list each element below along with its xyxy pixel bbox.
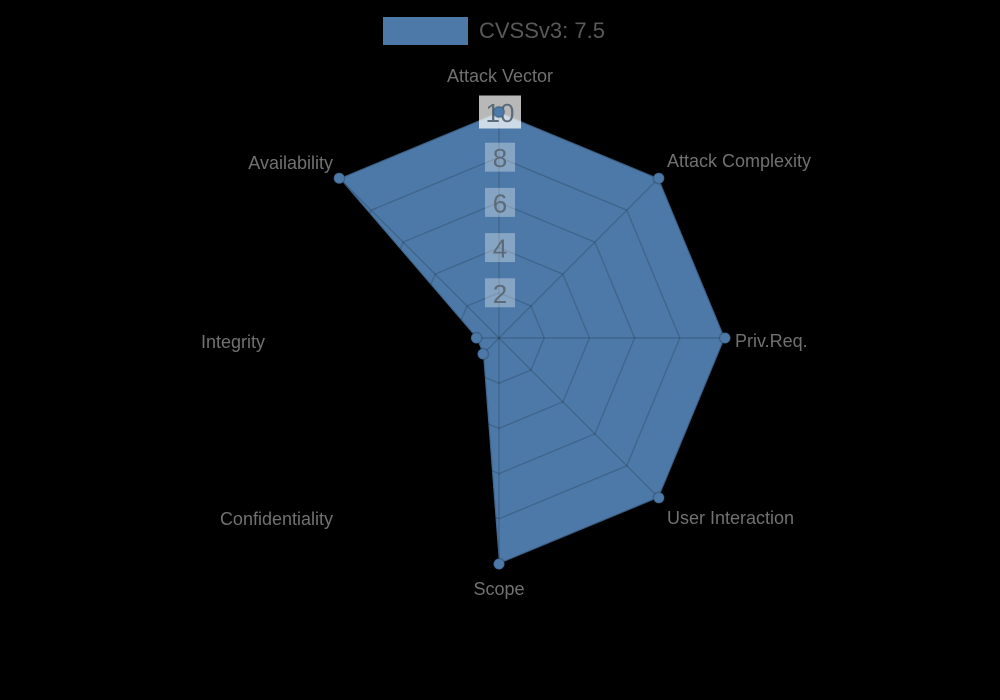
- tick-label-2: 2: [493, 279, 507, 309]
- tick-backdrop-6: [485, 187, 515, 217]
- data-point-user-interaction[interactable]: [652, 491, 666, 505]
- axis-label-user-interaction: User Interaction: [667, 508, 794, 528]
- tick-label-6: 6: [493, 188, 507, 218]
- data-point-availability[interactable]: [332, 171, 346, 185]
- grid-spoke-4: [498, 337, 660, 499]
- data-point-scope[interactable]: [492, 557, 506, 571]
- grid-spoke-8: [339, 177, 500, 339]
- tick-backdrop-4: [485, 233, 515, 263]
- chart-legend[interactable]: CVSSv3: 7.5: [383, 17, 605, 45]
- tick-backdrop-2: [485, 278, 515, 308]
- legend-swatch: [383, 17, 468, 45]
- axis-label-confidentiality: Confidentiality: [220, 509, 333, 529]
- data-point-attack-complexity[interactable]: [652, 171, 666, 185]
- axis-label-availability: Availability: [248, 153, 333, 173]
- grid-spoke-2: [498, 177, 660, 339]
- legend-label: CVSSv3: 7.5: [479, 18, 605, 43]
- data-point-attack-vector[interactable]: [492, 105, 506, 119]
- tick-backdrop-8: [485, 142, 515, 172]
- data-point-confidentiality[interactable]: [476, 347, 490, 361]
- axis-label-attack-vector: Attack Vector: [447, 66, 553, 86]
- tick-label-8: 8: [493, 143, 507, 173]
- grid-ring-2: [453, 292, 545, 384]
- grid-ring-10: [339, 112, 725, 564]
- data-point-priv-req[interactable]: [718, 331, 732, 345]
- axis-label-integrity: Integrity: [201, 332, 265, 352]
- tick-label-4: 4: [493, 234, 507, 264]
- data-point-integrity[interactable]: [470, 331, 483, 345]
- grid-spoke-6: [339, 337, 500, 499]
- axis-label-scope: Scope: [473, 579, 524, 599]
- axis-label-attack-complexity: Attack Complexity: [667, 151, 811, 171]
- axis-label-priv-req: Priv.Req.: [735, 331, 808, 351]
